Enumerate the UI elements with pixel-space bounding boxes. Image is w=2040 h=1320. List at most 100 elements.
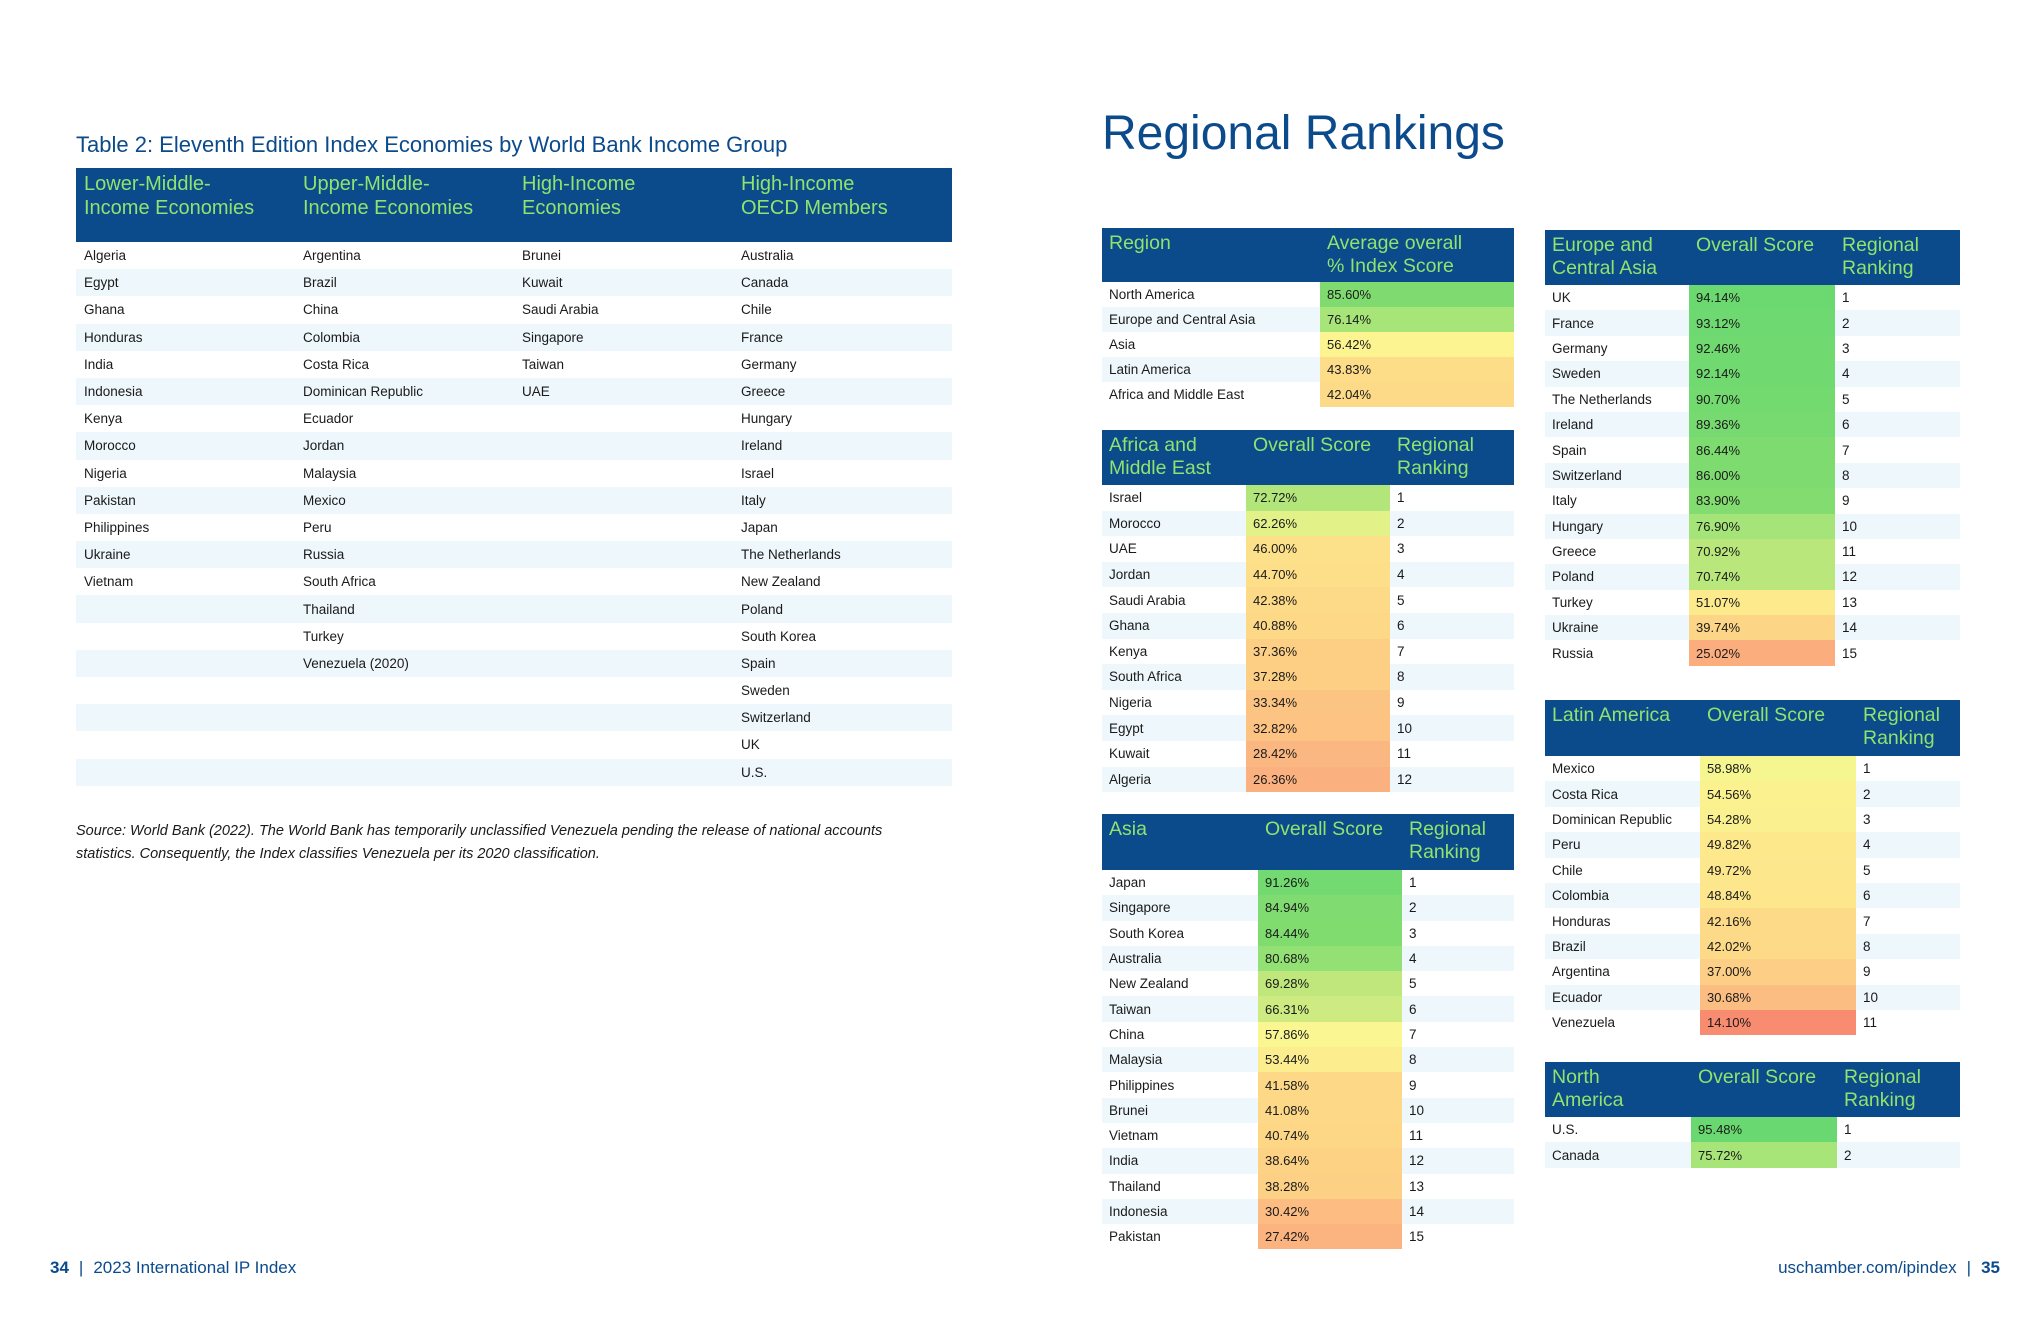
score-cell: 92.14% <box>1689 361 1835 387</box>
table-cell <box>295 677 514 704</box>
country-cell: Australia <box>1102 945 1258 972</box>
table-row: Honduras Colombia Singapore France <box>76 323 952 351</box>
table-cell: Malaysia <box>303 465 357 481</box>
table-cell: Japan <box>741 519 778 535</box>
score-cell: 75.72% <box>1691 1142 1837 1168</box>
table-row: Saudi Arabia 42.38% 5 <box>1102 587 1514 613</box>
table-cell: Ecuador <box>303 411 354 427</box>
country-cell: Brazil <box>1545 933 1700 960</box>
region-average-table: Region Average overall% Index Score North … <box>1102 228 1514 407</box>
table-row: Egypt 32.82% 10 <box>1102 715 1514 741</box>
column-header: Regional Ranking <box>1390 430 1514 485</box>
country-cell: Ukraine <box>1545 615 1689 641</box>
rank-cell: 15 <box>1409 1229 1425 1245</box>
table-row: UAE 46.00% 3 <box>1102 536 1514 562</box>
country-cell: South Korea <box>1109 925 1185 941</box>
table-cell <box>514 486 733 514</box>
table-row: Pakistan 27.42% 15 <box>1102 1224 1514 1250</box>
page-number-left: 34 <box>50 1258 69 1277</box>
column-header: Asia <box>1102 814 1258 870</box>
table-cell: Thailand <box>295 595 514 623</box>
europe-central-asia-table: Europe and Central Asia Overall Score Regio… <box>1545 230 1960 666</box>
rank-cell: 1 <box>1409 875 1417 891</box>
score-cell: 49.72% <box>1700 857 1856 883</box>
table-cell: UAE <box>514 377 733 406</box>
table-row: Nigeria Malaysia Israel <box>76 460 952 487</box>
column-header: Overall Score <box>1246 430 1390 485</box>
table-row: UK 94.14% 1 <box>1545 285 1960 311</box>
table-row: Turkey South Korea <box>76 623 952 650</box>
table-cell: The Netherlands <box>733 541 952 569</box>
table-row: Pakistan Mexico Italy <box>76 486 952 514</box>
score-cell: 62.26% <box>1246 510 1390 537</box>
rank-cell: 7 <box>1409 1026 1417 1042</box>
table-row: Morocco 62.26% 2 <box>1102 510 1514 537</box>
table-cell: Ireland <box>733 432 952 460</box>
table-cell: Brazil <box>295 269 514 297</box>
table-row: Costa Rica 54.56% 2 <box>1545 781 1960 807</box>
table-cell: Ukraine <box>76 541 295 569</box>
table-cell <box>76 677 295 704</box>
country-cell: Japan <box>1109 875 1146 891</box>
country-cell: Switzerland <box>1545 462 1689 489</box>
score-cell: 32.82% <box>1246 715 1390 741</box>
column-header: Region <box>1102 228 1320 282</box>
score-cell: 41.58% <box>1258 1072 1402 1098</box>
column-header: Overall Score <box>1689 230 1835 285</box>
africa-middle-east-table: Africa and Middle East Overall Score Region… <box>1102 430 1514 793</box>
table-cell: Philippines <box>84 519 150 535</box>
table-row: Indonesia 30.42% 14 <box>1102 1198 1514 1225</box>
country-cell: Thailand <box>1109 1178 1161 1194</box>
table-cell: Australia <box>741 248 794 264</box>
column-header: Overall Score <box>1258 814 1402 870</box>
country-cell: Philippines <box>1109 1077 1175 1093</box>
rank-cell: 5 <box>1863 862 1871 878</box>
table-cell <box>76 731 295 758</box>
score-cell: 44.70% <box>1246 561 1390 588</box>
rank-cell: 3 <box>1842 340 1850 356</box>
north-america-table: North America Overall Score Regional Ranking… <box>1545 1062 1960 1168</box>
table-cell: Poland <box>733 595 952 623</box>
table-row: Spain 86.44% 7 <box>1545 437 1960 463</box>
table-cell <box>514 432 733 460</box>
score-cell: 94.14% <box>1689 285 1835 311</box>
table-row: Sweden <box>76 677 952 704</box>
score-cell: 93.12% <box>1689 310 1835 336</box>
score-cell: 80.68% <box>1258 945 1402 972</box>
country-cell: China <box>1109 1026 1145 1042</box>
score-cell: 42.38% <box>1246 587 1390 613</box>
country-cell: Algeria <box>1102 766 1246 793</box>
score-cell: 42.02% <box>1700 933 1856 960</box>
page-title: Regional Rankings <box>1102 107 1505 160</box>
score-cell: 42.04% <box>1320 382 1514 407</box>
table-cell: Jordan <box>295 432 514 460</box>
rank-cell: 15 <box>1842 645 1858 661</box>
country-cell: Hungary <box>1545 513 1689 539</box>
rank-cell: 10 <box>1390 715 1514 741</box>
table-cell: Chile <box>741 302 772 318</box>
table-row: Taiwan 66.31% 6 <box>1102 996 1514 1022</box>
website-link[interactable]: uschamber.com/ipindex <box>1778 1258 1957 1277</box>
rank-cell: 12 <box>1835 564 1960 590</box>
table-row: Nigeria 33.34% 9 <box>1102 689 1514 716</box>
table-row: Singapore 84.94% 2 <box>1102 895 1514 921</box>
table-row: Switzerland 86.00% 8 <box>1545 462 1960 489</box>
rank-cell: 6 <box>1835 411 1960 438</box>
page-number-right: 35 <box>1981 1258 2000 1277</box>
table-row: Poland 70.74% 12 <box>1545 564 1960 590</box>
country-cell: Latin America <box>1102 357 1320 382</box>
score-cell: 56.42% <box>1320 332 1514 357</box>
column-header: Regional Ranking <box>1856 700 1960 756</box>
publication-name: 2023 International IP Index <box>93 1258 297 1277</box>
rank-cell: 11 <box>1842 544 1857 560</box>
country-cell: Malaysia <box>1102 1047 1258 1073</box>
score-cell: 53.44% <box>1258 1047 1402 1073</box>
table-cell: Sweden <box>741 683 790 699</box>
score-cell: 14.10% <box>1700 1009 1856 1036</box>
table-cell: Taiwan <box>522 356 565 372</box>
country-cell: Israel <box>1109 490 1143 506</box>
score-cell: 27.42% <box>1258 1224 1402 1250</box>
table-cell: Colombia <box>295 323 514 351</box>
footer-right: uschamber.com/ipindex | 35 <box>1778 1258 2000 1278</box>
table-cell: South Africa <box>303 574 376 590</box>
